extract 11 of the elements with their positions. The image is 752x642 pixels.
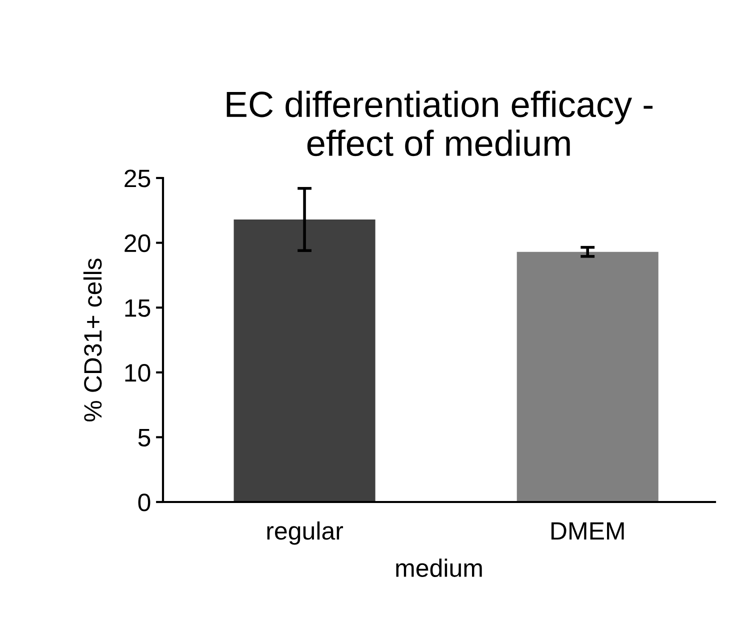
x-axis-title: medium [396,558,482,577]
y-axis-title: % CD31+ cells [83,258,102,422]
y-tick-label: 0 [138,494,150,512]
x-tick-label: DMEM [551,522,624,540]
x-tick-label: regular [267,521,344,545]
y-tick-label: 15 [125,299,150,317]
chart-title: EC differentiation efficacy - effect of medium [226,90,653,156]
y-tick-label: 25 [124,170,150,188]
y-tick-label: 20 [124,234,150,252]
y-tick-label: 10 [125,364,150,382]
y-tick-label: 5 [138,429,150,447]
